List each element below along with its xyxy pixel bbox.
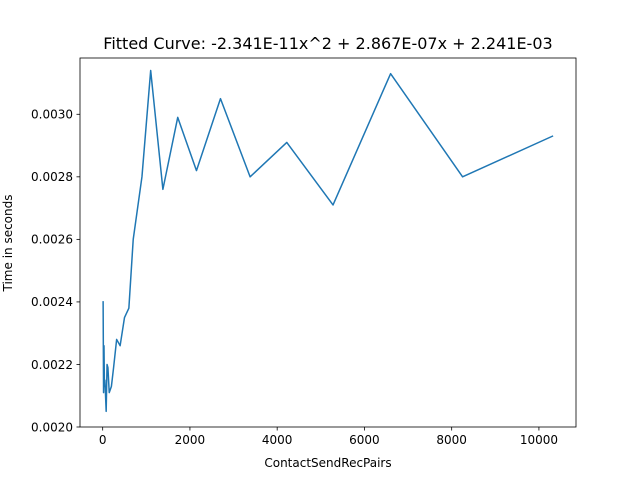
x-tick-label: 4000 — [262, 433, 293, 447]
x-tick-label: 10000 — [520, 433, 558, 447]
series-line-0 — [102, 69, 554, 413]
chart-title: Fitted Curve: -2.341E-11x^2 + 2.867E-07x… — [103, 34, 552, 53]
axes-frame — [79, 57, 577, 428]
axes: 0 2000 4000 6000 8000 10000 0.0020 0.0022 0.0024… — [31, 57, 577, 447]
y-axis-label: Time in seconds — [1, 195, 15, 293]
y-tick-label: 0.0024 — [31, 295, 73, 309]
x-tick-label: 0 — [99, 433, 107, 447]
y-tick-label: 0.0020 — [31, 420, 73, 434]
x-tick-label: 2000 — [175, 433, 206, 447]
y-tick-label: 0.0026 — [31, 233, 73, 247]
x-tick-label: 8000 — [436, 433, 467, 447]
plot-area — [102, 69, 554, 413]
y-tick-label: 0.0022 — [31, 358, 73, 372]
y-tick-label: 0.0028 — [31, 170, 73, 184]
x-axis-label: ContactSendRecPairs — [264, 456, 391, 470]
y-tick-label: 0.0030 — [31, 108, 73, 122]
x-tick-label: 6000 — [349, 433, 380, 447]
